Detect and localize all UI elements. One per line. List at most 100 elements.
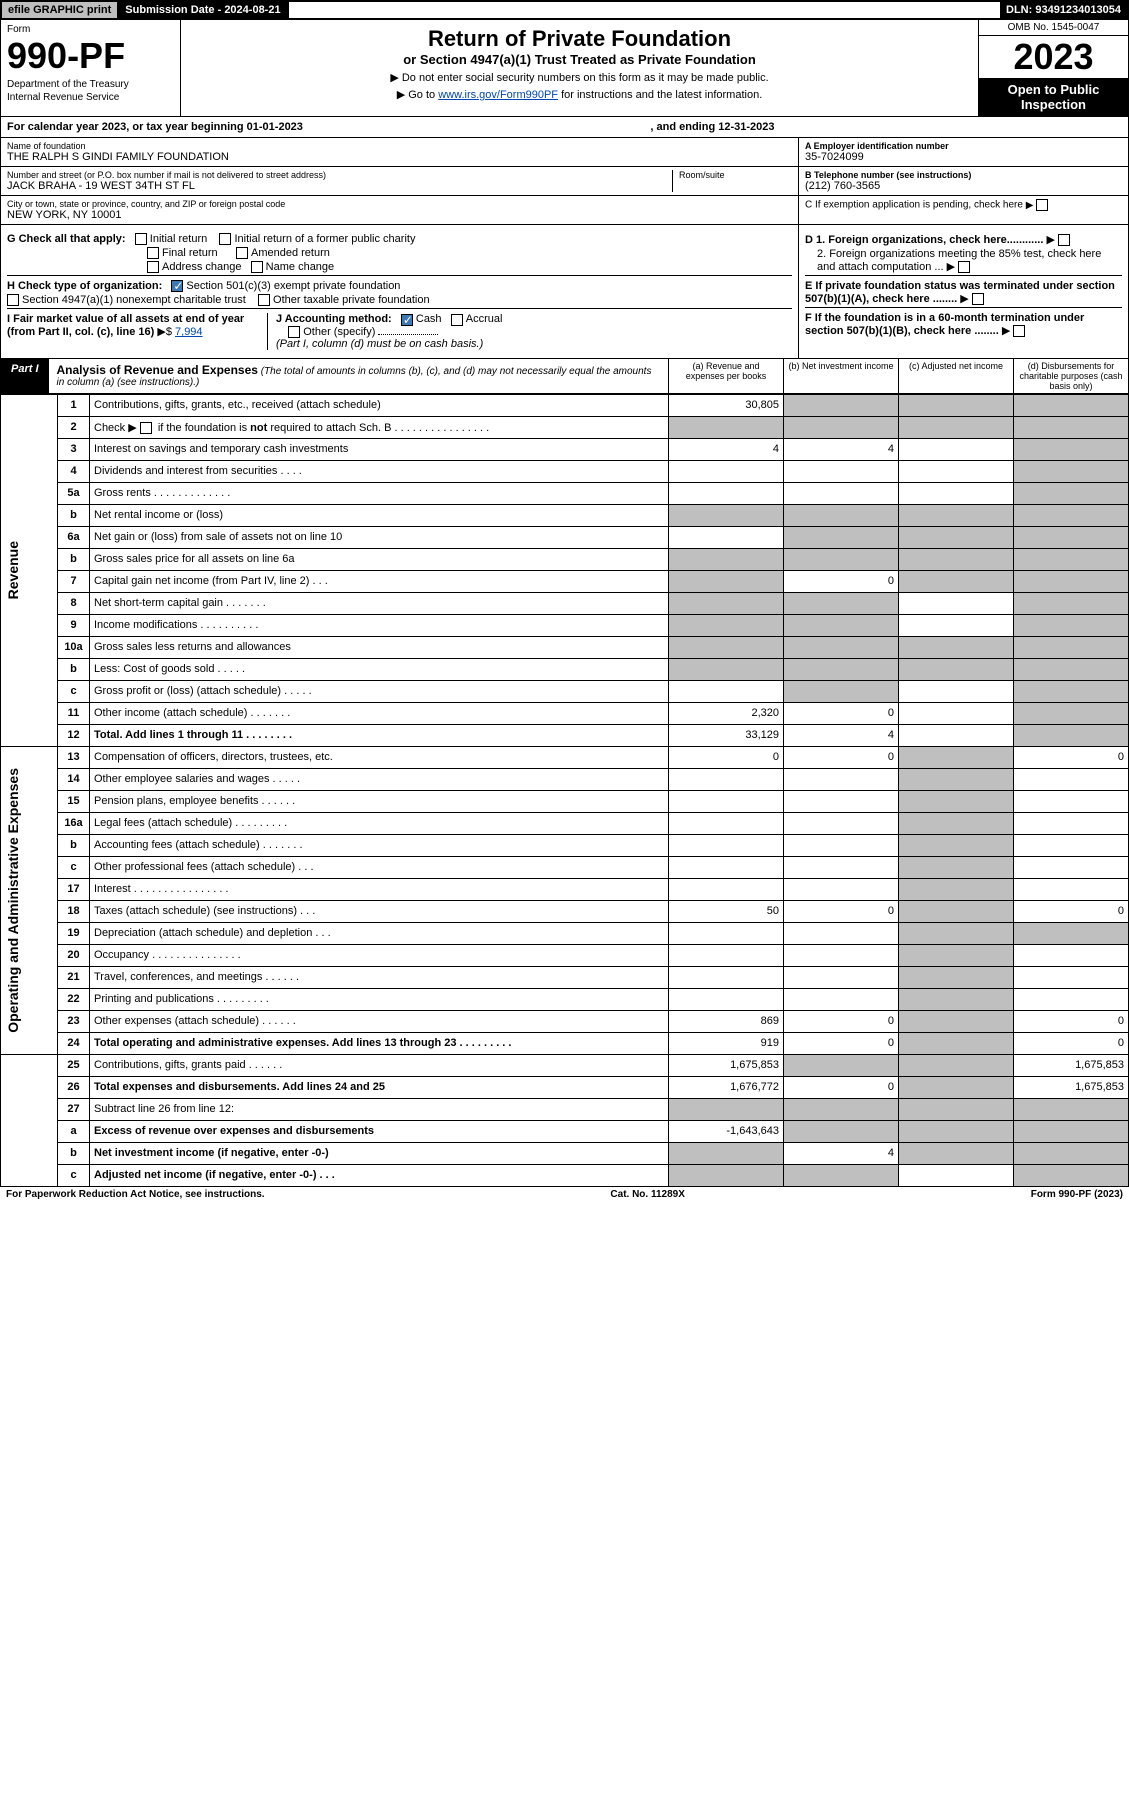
part1-tag: Part I [1,359,49,393]
g3-checkbox[interactable] [147,247,159,259]
g6-checkbox[interactable] [251,261,263,273]
part1-table: Revenue 1Contributions, gifts, grants, e… [0,394,1129,1187]
r24-b: 0 [784,1032,899,1054]
revenue-side-label: Revenue [5,541,21,599]
r17-desc: Interest . . . . . . . . . . . . . . . . [90,878,669,900]
city: NEW YORK, NY 10001 [7,209,792,221]
r19-desc: Depreciation (attach schedule) and deple… [90,922,669,944]
r13-d: 0 [1014,746,1129,768]
r23-a: 869 [669,1010,784,1032]
g4-checkbox[interactable] [236,247,248,259]
g-row: G Check all that apply: Initial return I… [7,233,792,245]
r15-desc: Pension plans, employee benefits . . . .… [90,790,669,812]
ln: 3 [58,438,90,460]
ln: 4 [58,460,90,482]
part1-desc: Analysis of Revenue and Expenses (The to… [49,359,668,393]
fmv-link[interactable]: 7,994 [175,326,203,338]
g5-checkbox[interactable] [147,261,159,273]
r12-b: 4 [784,724,899,746]
footer-right: Form 990-PF (2023) [1031,1189,1123,1200]
check-section: G Check all that apply: Initial return I… [0,225,1129,359]
r7-desc: Capital gain net income (from Part IV, l… [90,570,669,592]
r8-desc: Net short-term capital gain . . . . . . … [90,592,669,614]
d1-checkbox[interactable] [1058,234,1070,246]
r27b-desc: Net investment income (if negative, ente… [94,1147,329,1159]
r11-a: 2,320 [669,702,784,724]
ln: a [58,1120,90,1142]
col-b-header: (b) Net investment income [783,359,898,393]
h1-checkbox[interactable] [171,280,183,292]
r16c-desc: Other professional fees (attach schedule… [90,856,669,878]
r13-desc: Compensation of officers, directors, tru… [90,746,669,768]
j1-checkbox[interactable] [401,314,413,326]
c-checkbox[interactable] [1036,199,1048,211]
j2-checkbox[interactable] [451,314,463,326]
ln: 14 [58,768,90,790]
g2-checkbox[interactable] [219,233,231,245]
ein-value: 35-7024099 [805,151,1122,163]
ln: 26 [58,1076,90,1098]
instr-post: for instructions and the latest informat… [558,89,762,101]
r27c-desc: Adjusted net income (if negative, enter … [94,1169,335,1181]
form990pf-link[interactable]: www.irs.gov/Form990PF [438,89,558,101]
r26-d: 1,675,853 [1014,1076,1129,1098]
r27a-a: -1,643,643 [669,1120,784,1142]
r18-a: 50 [669,900,784,922]
r12-a: 33,129 [669,724,784,746]
r7-b: 0 [784,570,899,592]
ln: c [58,680,90,702]
instr-pre: ▶ Go to [397,89,438,101]
g-label: G Check all that apply: [7,233,126,245]
r20-desc: Occupancy . . . . . . . . . . . . . . . [90,944,669,966]
h3: Other taxable private foundation [273,294,430,306]
footer-left: For Paperwork Reduction Act Notice, see … [6,1189,265,1200]
form-title: Return of Private Foundation [187,26,972,52]
r23-d: 0 [1014,1010,1129,1032]
r5b-desc: Net rental income or (loss) [90,504,669,526]
f-checkbox[interactable] [1013,325,1025,337]
form-subtitle: or Section 4947(a)(1) Trust Treated as P… [187,52,972,67]
r3-b: 4 [784,438,899,460]
j3-checkbox[interactable] [288,326,300,338]
r25-desc: Contributions, gifts, grants paid . . . … [90,1054,669,1076]
r24-desc: Total operating and administrative expen… [94,1037,511,1049]
r10b-desc: Less: Cost of goods sold . . . . . [90,658,669,680]
omb-number: OMB No. 1545-0047 [979,20,1128,36]
ln: 25 [58,1054,90,1076]
ln: 21 [58,966,90,988]
r3-desc: Interest on savings and temporary cash i… [90,438,669,460]
r2-desc: Check ▶ if the foundation is not require… [90,416,669,438]
ln: b [58,504,90,526]
d2-checkbox[interactable] [958,261,970,273]
j-label: J Accounting method: [276,313,392,325]
r11-desc: Other income (attach schedule) . . . . .… [90,702,669,724]
r6b-desc: Gross sales price for all assets on line… [90,548,669,570]
form-label: Form [7,24,174,35]
efile-print-button[interactable]: efile GRAPHIC print [2,2,119,18]
g3: Final return [162,247,218,259]
r14-desc: Other employee salaries and wages . . . … [90,768,669,790]
ein-cell: A Employer identification number 35-7024… [799,138,1128,167]
ln: 17 [58,878,90,900]
form-header: Form 990-PF Department of the Treasury I… [0,20,1129,117]
e-checkbox[interactable] [972,293,984,305]
g1-checkbox[interactable] [135,233,147,245]
g2: Initial return of a former public charit… [234,233,415,245]
r1-desc: Contributions, gifts, grants, etc., rece… [90,394,669,416]
ln: 23 [58,1010,90,1032]
r27b-b: 4 [784,1142,899,1164]
room-label: Room/suite [679,170,792,180]
phone-cell: B Telephone number (see instructions) (2… [799,167,1128,196]
form-id-block: Form 990-PF Department of the Treasury I… [1,20,181,116]
j-note: (Part I, column (d) must be on cash basi… [276,338,483,350]
r9-desc: Income modifications . . . . . . . . . . [90,614,669,636]
h2-checkbox[interactable] [7,294,19,306]
r27-desc: Subtract line 26 from line 12: [90,1098,669,1120]
form-number: 990-PF [7,35,174,77]
h3-checkbox[interactable] [258,294,270,306]
instr-link-row: ▶ Go to www.irs.gov/Form990PF for instru… [187,88,972,101]
r12-desc: Total. Add lines 1 through 11 . . . . . … [94,729,292,741]
schb-checkbox[interactable] [140,422,152,434]
ln: b [58,834,90,856]
r21-desc: Travel, conferences, and meetings . . . … [90,966,669,988]
